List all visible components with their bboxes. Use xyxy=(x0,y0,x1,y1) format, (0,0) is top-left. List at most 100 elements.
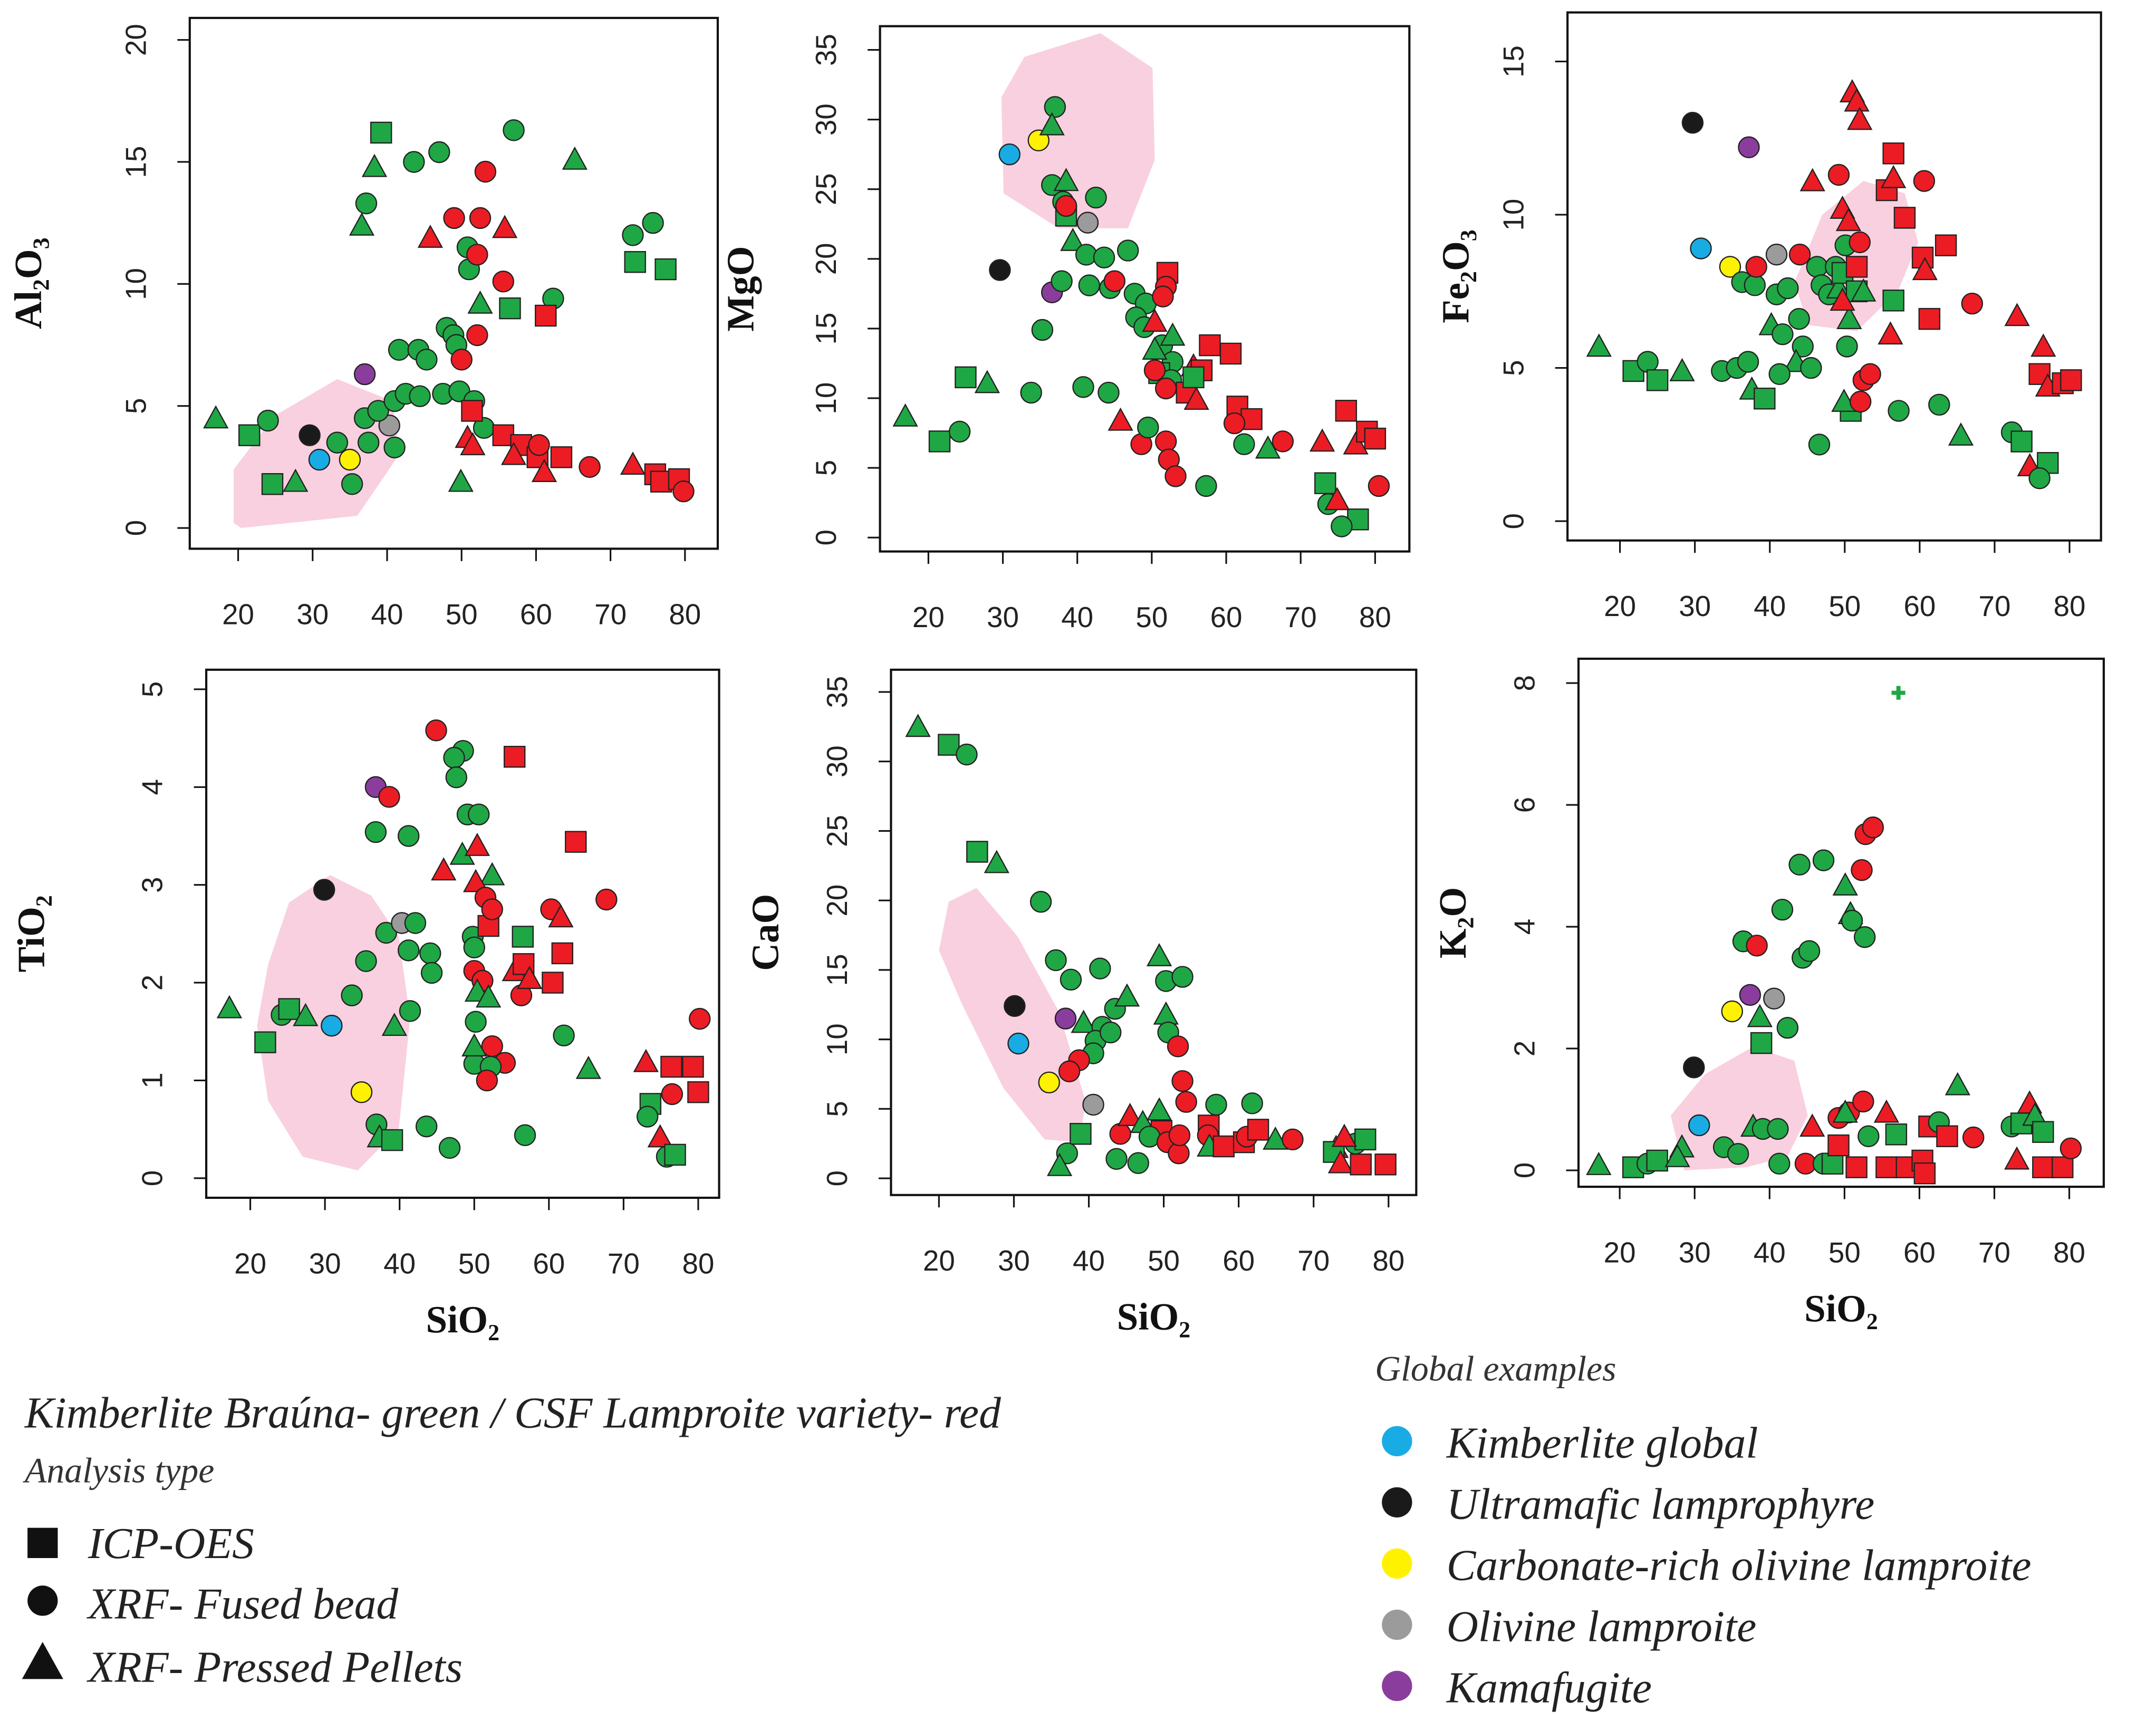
data-point xyxy=(565,831,587,853)
x-tick-label: 70 xyxy=(608,1247,640,1280)
data-point xyxy=(1746,935,1768,957)
x-tick-label: 60 xyxy=(520,598,552,631)
data-point xyxy=(339,448,361,471)
data-point xyxy=(299,424,321,446)
x-tick-label: 50 xyxy=(1828,590,1861,622)
data-point xyxy=(404,912,427,934)
data-point xyxy=(383,436,406,459)
data-point xyxy=(1788,853,1811,876)
data-point xyxy=(682,1055,704,1078)
data-point xyxy=(1882,290,1904,312)
data-point xyxy=(443,746,465,769)
data-point xyxy=(1798,940,1821,962)
x-tick-label: 50 xyxy=(446,598,478,631)
data-point xyxy=(955,366,977,389)
data-point xyxy=(463,936,485,959)
data-point xyxy=(1821,1152,1844,1175)
data-point xyxy=(416,349,438,371)
data-point xyxy=(481,898,503,920)
y-tick-label: 5 xyxy=(1497,360,1530,376)
data-point xyxy=(2010,430,2033,453)
y-tick-label: 35 xyxy=(821,676,853,708)
y-tick-label: 0 xyxy=(1508,1162,1541,1178)
x-tick-label: 60 xyxy=(1223,1244,1255,1277)
y-tick-label: 15 xyxy=(1497,45,1530,78)
x-tick-label: 80 xyxy=(2054,590,2086,622)
data-point xyxy=(528,434,550,456)
data-point xyxy=(1072,376,1094,398)
data-point xyxy=(1881,165,1907,188)
x-tick-label: 80 xyxy=(682,1247,714,1280)
data-point xyxy=(468,803,490,825)
data-point xyxy=(948,420,971,443)
analysis-type-title: Analysis type xyxy=(23,1451,214,1491)
data-point xyxy=(353,363,376,386)
data-point xyxy=(370,121,392,144)
data-point xyxy=(1031,319,1054,341)
panel-mgo: 20 30 40 50 60 70 80 0 5 10 15 20 25 30 35 MgO xyxy=(719,25,1411,633)
data-point xyxy=(450,349,473,371)
data-point xyxy=(1263,1126,1288,1150)
y-tick-label: 6 xyxy=(1508,797,1541,813)
data-point xyxy=(1961,292,1984,315)
data-point xyxy=(1745,256,1767,278)
data-point xyxy=(203,405,229,429)
legend-global: Global examples Kimberlite global Ultrama… xyxy=(1375,1349,2031,1713)
data-point xyxy=(499,297,521,320)
data-point xyxy=(1116,239,1139,262)
x-tick-label: 20 xyxy=(912,601,945,633)
data-point xyxy=(460,432,486,456)
data-point xyxy=(974,370,1000,393)
data-point xyxy=(425,719,447,742)
data-point xyxy=(633,1049,659,1072)
data-point xyxy=(1350,1154,1372,1176)
data-point xyxy=(1806,256,1828,278)
data-point xyxy=(1143,359,1166,381)
data-point xyxy=(503,746,526,768)
data-point xyxy=(938,734,960,756)
data-point xyxy=(956,743,978,766)
data-point xyxy=(928,430,951,453)
y-axis-label: CaO xyxy=(744,894,787,971)
circle-marker-icon xyxy=(27,1585,58,1616)
y-tick-label: 8 xyxy=(1508,675,1541,691)
plot-frame xyxy=(890,668,1418,1196)
x-tick-label: 80 xyxy=(1359,601,1391,633)
data-point xyxy=(1738,136,1760,158)
data-point xyxy=(1771,898,1794,921)
y-tick-label: 15 xyxy=(821,954,853,986)
data-point xyxy=(1327,1150,1354,1174)
field-region xyxy=(1001,33,1155,228)
global-legend-item: Olivine lamproite xyxy=(1447,1603,1757,1651)
data-point xyxy=(1368,475,1390,497)
data-point xyxy=(1168,1124,1191,1147)
data-point xyxy=(1343,431,1369,455)
data-point xyxy=(254,1031,276,1053)
x-tick-label: 60 xyxy=(533,1247,565,1280)
y-tick-label: 25 xyxy=(810,173,842,205)
data-point xyxy=(326,431,349,454)
data-point xyxy=(1093,246,1115,268)
data-point xyxy=(321,1014,343,1037)
global-legend-item: Kamafugite xyxy=(1446,1664,1652,1713)
x-tick-label: 30 xyxy=(998,1244,1030,1277)
data-point xyxy=(1767,1118,1789,1140)
data-point xyxy=(492,215,518,238)
data-point xyxy=(1219,342,1242,365)
data-point xyxy=(1948,422,1974,446)
data-point xyxy=(1020,381,1042,404)
triangle-marker-icon xyxy=(22,1642,63,1679)
y-tick-label: 5 xyxy=(821,1101,853,1117)
data-point xyxy=(1282,1128,1304,1151)
data-point xyxy=(350,1081,373,1103)
data-point xyxy=(1335,400,1358,422)
legend-title: Kimberlite Braúna- green / CSF Lamproite… xyxy=(24,1389,1001,1437)
data-point xyxy=(415,1115,438,1138)
data-point xyxy=(542,972,564,994)
data-point xyxy=(428,141,450,164)
data-point xyxy=(403,151,425,173)
data-point xyxy=(1835,208,1862,232)
y-axis-label: TiO₂ xyxy=(9,895,52,972)
data-point xyxy=(1913,170,1936,192)
